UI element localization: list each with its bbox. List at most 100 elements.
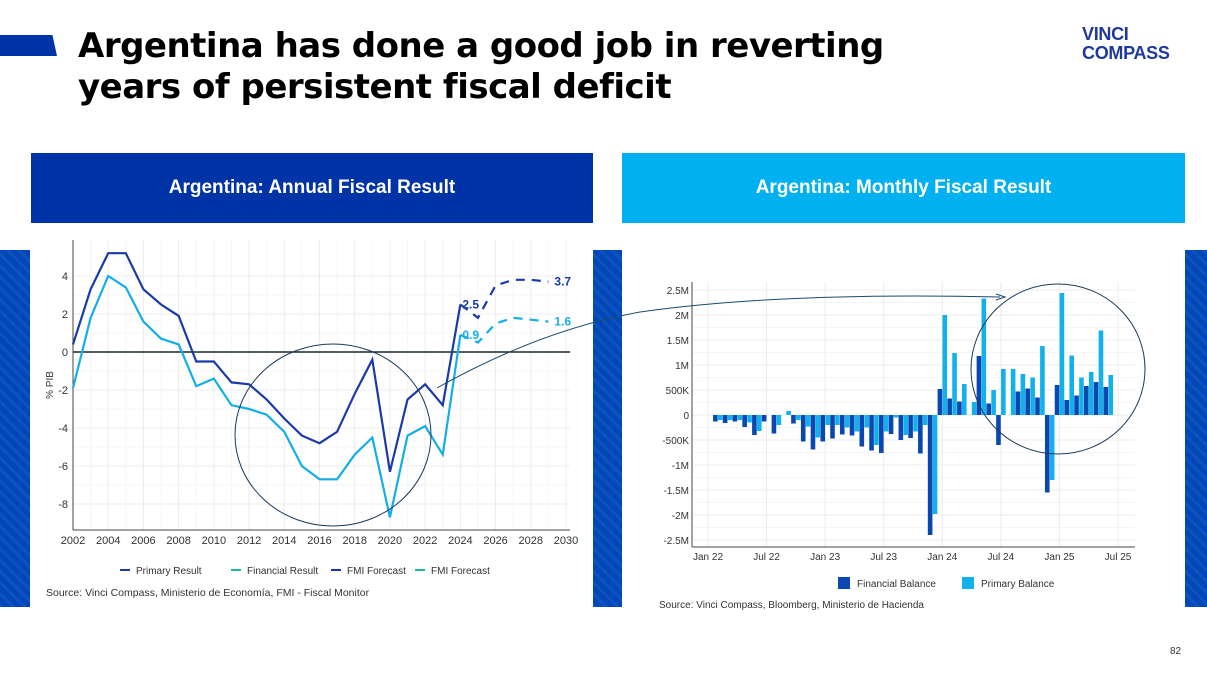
legend-label: FMI Forecast — [347, 566, 406, 577]
x-tick-label: 2018 — [342, 535, 366, 547]
bar-financial-Feb-25 — [1064, 400, 1070, 415]
bar-primary-Sep-24 — [1020, 374, 1026, 415]
bar-primary-Nov-24 — [1040, 346, 1045, 415]
bar-financial-May-24 — [976, 356, 982, 415]
bar-primary-Jan-23 — [825, 415, 830, 425]
x-tick-label: 2020 — [378, 535, 402, 547]
x-tick-label: Jul 24 — [988, 552, 1015, 563]
bar-financial-Feb-23 — [830, 415, 835, 439]
y-tick-label: -8 — [58, 499, 68, 511]
bar-primary-Jun-24 — [991, 390, 996, 415]
y-tick-label: -2.5M — [663, 536, 689, 547]
x-tick-label: Jan 25 — [1044, 552, 1074, 563]
bar-financial-Mar-25 — [1074, 395, 1079, 415]
bar-primary-Mar-24 — [962, 384, 967, 415]
y-tick-label: -1.5M — [663, 486, 689, 497]
data-label: 1.6 — [554, 315, 571, 329]
bar-primary-Jul-24 — [1001, 369, 1006, 415]
highlight-ellipse — [234, 343, 432, 527]
bar-primary-Oct-23 — [913, 415, 918, 432]
data-label: 0.9 — [462, 328, 479, 342]
highlight-circle — [970, 283, 1146, 455]
x-tick-label: 2030 — [554, 535, 578, 547]
logo-line-2: COMPASS — [1082, 43, 1170, 63]
x-tick-label: Jul 23 — [870, 552, 897, 563]
bar-primary-Dec-24 — [1049, 415, 1055, 480]
bar-primary-Nov-22 — [805, 415, 811, 427]
arrow-head-icon — [995, 293, 1007, 301]
bar-financial-Feb-24 — [947, 398, 952, 415]
bar-financial-Apr-25 — [1084, 386, 1089, 415]
bar-primary-Feb-24 — [952, 353, 957, 415]
y-tick-label: -6 — [58, 461, 68, 473]
decorative-strip-middle — [593, 250, 622, 607]
y-tick-label: -500K — [662, 436, 689, 447]
bar-financial-Feb-22 — [713, 415, 718, 422]
y-tick-label: -1M — [672, 461, 689, 472]
monthly-chart-header: Argentina: Monthly Fiscal Result — [622, 153, 1185, 223]
bar-primary-Jul-23 — [883, 415, 889, 432]
x-tick-label: 2024 — [448, 535, 472, 547]
title-accent-bar — [0, 35, 57, 56]
x-tick-label: 2026 — [483, 535, 507, 547]
x-tick-label: Jul 25 — [1105, 552, 1132, 563]
y-tick-label: 2 — [62, 309, 68, 321]
x-tick-label: 2012 — [237, 535, 261, 547]
bar-financial-Jun-22 — [752, 415, 757, 435]
series-line-2 — [459, 278, 549, 320]
bar-primary-Feb-23 — [835, 415, 840, 425]
bar-primary-Mar-23 — [844, 415, 850, 428]
bar-primary-May-22 — [747, 415, 752, 423]
y-tick-label: 500K — [666, 386, 690, 397]
data-label: 3.7 — [554, 275, 571, 289]
x-tick-label: 2004 — [96, 535, 120, 547]
decorative-strip-left — [0, 250, 30, 607]
bar-financial-Jan-25 — [1054, 385, 1060, 415]
bar-financial-Nov-24 — [1035, 397, 1040, 415]
bar-primary-May-25 — [1098, 330, 1104, 415]
bar-primary-Jun-25 — [1108, 375, 1114, 415]
source-note: Source: Vinci Compass, Bloomberg, Minist… — [659, 600, 924, 611]
x-tick-label: 2022 — [413, 535, 437, 547]
bar-primary-Feb-25 — [1069, 355, 1074, 415]
bar-financial-May-25 — [1093, 382, 1099, 415]
bar-financial-Apr-22 — [732, 415, 738, 422]
logo-line-1: VINCI — [1082, 24, 1129, 44]
legend-label: FMI Forecast — [431, 566, 490, 577]
bar-primary-May-23 — [864, 415, 869, 428]
y-tick-label: -2 — [58, 385, 68, 397]
y-tick-label: 2.5M — [667, 286, 689, 297]
bar-primary-Jun-22 — [757, 415, 762, 431]
bar-primary-Jan-25 — [1059, 293, 1065, 415]
bar-primary-Aug-24 — [1010, 369, 1016, 415]
series-line-1 — [71, 274, 462, 518]
bar-primary-Mar-25 — [1079, 377, 1084, 415]
bar-financial-Aug-23 — [888, 415, 894, 434]
y-tick-label: 2M — [675, 311, 689, 322]
bar-financial-Mar-23 — [839, 415, 845, 435]
bar-primary-Jan-24 — [942, 315, 948, 415]
bar-primary-Aug-22 — [776, 415, 782, 425]
bar-primary-May-24 — [981, 298, 987, 415]
series-line-0 — [71, 252, 462, 472]
bar-financial-Oct-22 — [791, 415, 796, 424]
y-tick-label: -2M — [672, 511, 689, 522]
annual-chart-panel — [30, 235, 593, 607]
x-tick-label: 2002 — [61, 535, 85, 547]
annual-chart-header: Argentina: Annual Fiscal Result — [31, 153, 593, 223]
bar-financial-Nov-22 — [800, 415, 806, 442]
x-tick-label: Jan 22 — [693, 552, 723, 563]
bar-primary-Jun-23 — [874, 415, 879, 445]
bar-primary-Apr-22 — [737, 415, 743, 420]
vinci-compass-logo: VINCI COMPASS — [1082, 25, 1170, 63]
legend-swatch — [962, 577, 974, 589]
bar-financial-Aug-22 — [771, 415, 777, 434]
bar-financial-Oct-24 — [1025, 388, 1031, 415]
legend-label: Financial Result — [247, 566, 318, 577]
bar-primary-Oct-22 — [796, 415, 801, 420]
y-tick-label: 0 — [683, 411, 689, 422]
bar-financial-May-22 — [742, 415, 747, 427]
bar-primary-Feb-22 — [717, 415, 723, 420]
bar-primary-Oct-24 — [1030, 377, 1035, 415]
